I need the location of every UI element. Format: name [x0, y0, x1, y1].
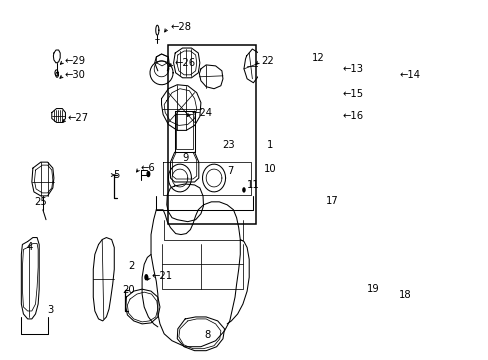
- Text: ←28: ←28: [170, 22, 191, 32]
- Text: ←6: ←6: [140, 163, 155, 173]
- Text: ←29: ←29: [65, 56, 86, 66]
- Text: 1: 1: [266, 140, 273, 150]
- Text: 11: 11: [246, 180, 259, 190]
- Text: 8: 8: [203, 330, 210, 340]
- Text: 2: 2: [128, 261, 134, 271]
- Text: ←13: ←13: [342, 64, 363, 74]
- Text: 20: 20: [122, 285, 135, 295]
- Circle shape: [262, 170, 264, 174]
- Text: ←21: ←21: [151, 271, 172, 281]
- Circle shape: [243, 188, 244, 192]
- Circle shape: [333, 92, 335, 96]
- Circle shape: [366, 289, 368, 293]
- Text: ←26: ←26: [174, 58, 195, 68]
- Text: ←14: ←14: [399, 70, 420, 80]
- Text: 10: 10: [264, 164, 276, 174]
- Text: 9: 9: [182, 153, 188, 163]
- Circle shape: [145, 275, 147, 280]
- Circle shape: [264, 146, 267, 151]
- Text: 22: 22: [261, 56, 273, 66]
- Text: 17: 17: [325, 196, 338, 206]
- Text: 7: 7: [227, 166, 233, 176]
- Text: 19: 19: [366, 284, 379, 294]
- Text: ←24: ←24: [191, 108, 212, 117]
- Text: 5: 5: [113, 170, 120, 180]
- Text: ←30: ←30: [65, 70, 85, 80]
- Text: 23: 23: [222, 140, 235, 150]
- Text: 25: 25: [34, 197, 47, 207]
- Circle shape: [147, 172, 149, 176]
- Text: 18: 18: [398, 290, 410, 300]
- Text: 12: 12: [311, 53, 324, 63]
- Text: ←16: ←16: [342, 112, 363, 121]
- Text: ←27: ←27: [67, 113, 88, 123]
- Text: 3: 3: [47, 305, 53, 315]
- Text: ←15: ←15: [342, 89, 363, 99]
- Text: 4: 4: [26, 243, 32, 252]
- Bar: [167, 45, 255, 224]
